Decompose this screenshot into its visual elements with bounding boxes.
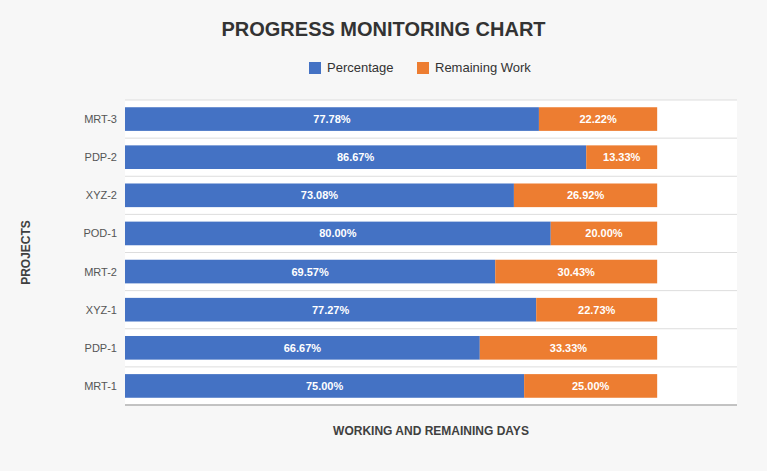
bar: [125, 107, 539, 131]
data-label: 30.43%: [558, 266, 596, 278]
data-label: 86.67%: [337, 151, 375, 163]
grid-line: [125, 176, 737, 177]
bar: [480, 336, 657, 360]
grid-line: [125, 138, 737, 139]
data-label: 66.67%: [284, 342, 322, 354]
bar: [125, 298, 536, 322]
y-tick-label: MRT-1: [84, 380, 117, 392]
y-tick-label: PDP-2: [85, 151, 117, 163]
plot-area: [125, 100, 737, 405]
data-labels: 75.00% 66.67% 77.27% 69.57% 80.00% 73.08% 86.6…: [284, 113, 641, 392]
bar: [495, 260, 657, 284]
y-tick-label: PDP-1: [85, 342, 117, 354]
bar: [125, 336, 480, 360]
data-label: 77.27%: [312, 304, 350, 316]
data-label: 13.33%: [603, 151, 641, 163]
legend: Percentage Remaining Work: [309, 60, 531, 75]
legend-swatch: [309, 62, 321, 74]
bar: [536, 298, 657, 322]
bar: [125, 222, 551, 246]
y-axis-label: PROJECTS: [19, 220, 33, 285]
grid-line: [125, 252, 737, 253]
data-label: 75.00%: [306, 380, 344, 392]
y-tick-label: POD-1: [83, 227, 117, 239]
bar: [524, 374, 657, 398]
bar: [125, 183, 514, 207]
bar: [125, 145, 586, 169]
bars: [125, 107, 657, 398]
grid-line: [125, 214, 737, 215]
grid-line: [125, 100, 737, 101]
bar: [551, 222, 657, 246]
legend-swatch: [417, 62, 429, 74]
data-label: 77.78%: [313, 113, 351, 125]
bar: [514, 183, 657, 207]
bar: [125, 374, 524, 398]
data-label: 26.92%: [567, 189, 605, 201]
bar: [586, 145, 657, 169]
legend-label: Remaining Work: [435, 60, 531, 75]
y-tick-label: XYZ-2: [86, 189, 117, 201]
bar: [539, 107, 657, 131]
title: PROGRESS MONITORING CHART: [221, 18, 545, 40]
grid-line: [125, 290, 737, 291]
bar: [125, 260, 495, 284]
y-tick-label: MRT-3: [84, 113, 117, 125]
data-label: 69.57%: [291, 266, 329, 278]
data-label: 33.33%: [550, 342, 588, 354]
data-label: 20.00%: [585, 227, 623, 239]
data-label: 22.22%: [579, 113, 617, 125]
x-axis-line: [125, 405, 737, 406]
chart: PROGRESS MONITORING CHART Percentage Remai…: [0, 0, 767, 471]
data-label: 22.73%: [578, 304, 616, 316]
y-tick-label: MRT-2: [84, 266, 117, 278]
legend-label: Percentage: [327, 60, 394, 75]
grid-line: [125, 328, 737, 329]
data-label: 80.00%: [319, 227, 357, 239]
data-label: 25.00%: [572, 380, 610, 392]
grid-line: [125, 405, 737, 406]
y-tick-label: XYZ-1: [86, 304, 117, 316]
data-label: 73.08%: [301, 189, 339, 201]
x-axis-label: WORKING AND REMAINING DAYS: [333, 424, 529, 438]
grid-line: [125, 366, 737, 367]
